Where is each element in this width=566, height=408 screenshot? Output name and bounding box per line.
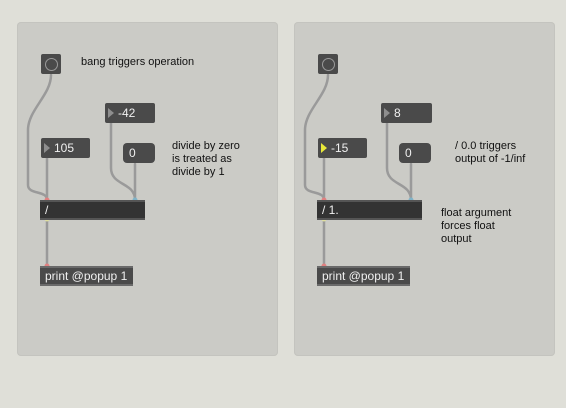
bang-button[interactable] <box>41 54 61 74</box>
right-patch-panel <box>294 22 555 356</box>
bang-ring-icon <box>321 57 335 71</box>
cord-bang-to-divide <box>26 73 53 202</box>
number-triangle-icon <box>44 143 50 153</box>
zero-message-box[interactable]: 0 <box>123 143 155 163</box>
comment-line-1: / 0.0 triggers <box>455 140 517 152</box>
cord-bang-to-divide-right <box>303 73 330 202</box>
bang-ring-icon <box>44 57 58 71</box>
comment-line-3: divide by 1 <box>172 166 225 178</box>
bang-comment: bang triggers operation <box>81 56 195 68</box>
float-argument-comment: float argument forces float output <box>441 207 511 246</box>
left-number-box-right[interactable]: -15 <box>318 138 367 158</box>
comment-line-2: is treated as <box>172 153 232 165</box>
zero-message-box-right[interactable]: 0 <box>399 143 431 163</box>
message-value: 0 <box>129 146 136 160</box>
comment-line-1: float argument <box>441 207 512 219</box>
comment-line-2: forces float <box>441 220 495 232</box>
inf-comment: / 0.0 triggers output of -1/inf <box>455 140 525 166</box>
left-number-box[interactable]: 105 <box>41 138 90 158</box>
left-patch-panel <box>17 22 278 356</box>
comment-line-1: divide by zero <box>172 140 240 152</box>
comment-line-2: output of -1/inf <box>455 153 526 165</box>
right-number-value: -42 <box>118 106 136 120</box>
right-number-value-right: 8 <box>394 106 401 120</box>
comment-line-3: output <box>441 233 472 245</box>
left-number-value: 105 <box>54 141 75 155</box>
left-number-value-right: -15 <box>331 141 349 155</box>
right-number-box-right[interactable]: 8 <box>381 103 432 123</box>
divide-object[interactable]: / <box>40 200 145 220</box>
active-number-triangle-icon <box>321 143 327 153</box>
right-number-box[interactable]: -42 <box>105 103 155 123</box>
number-triangle-icon <box>108 108 114 118</box>
divide-float-object[interactable]: / 1. <box>317 200 422 220</box>
number-triangle-icon <box>384 108 390 118</box>
bang-button-right[interactable] <box>318 54 338 74</box>
divide-by-zero-comment: divide by zero is treated as divide by 1 <box>172 140 240 179</box>
message-value-right: 0 <box>405 146 412 160</box>
print-object[interactable]: print @popup 1 <box>40 266 133 286</box>
print-object-right[interactable]: print @popup 1 <box>317 266 410 286</box>
